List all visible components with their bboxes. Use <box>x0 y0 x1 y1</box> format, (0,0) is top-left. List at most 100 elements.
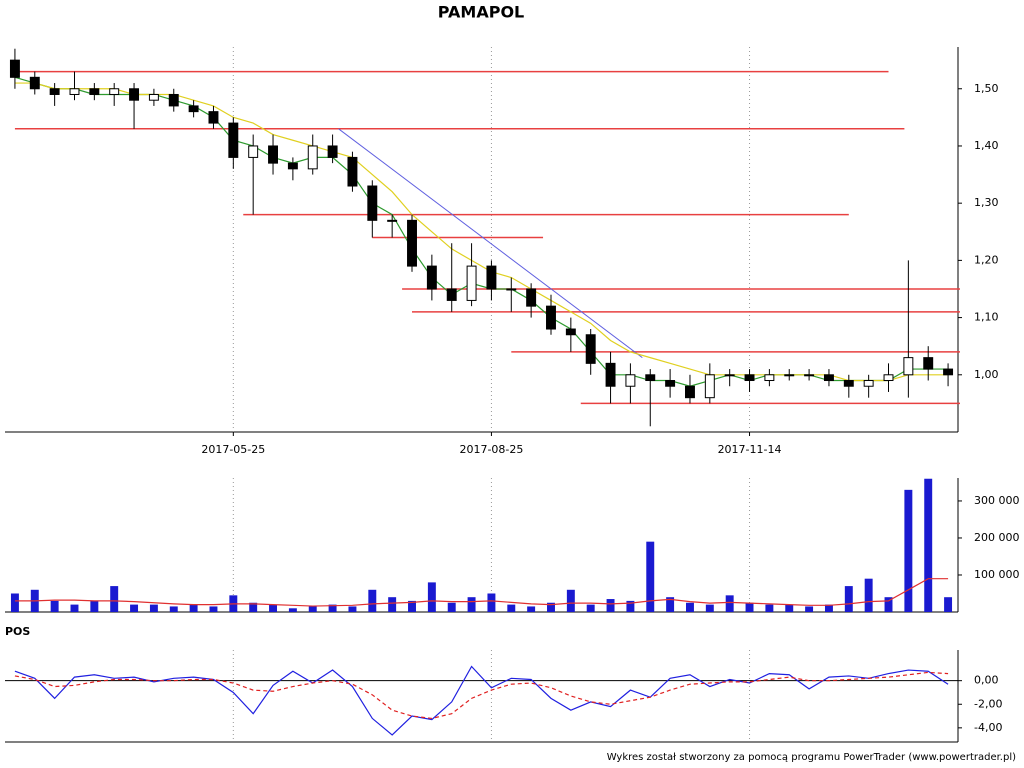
candle-body <box>724 374 735 377</box>
volume-bar <box>527 606 536 612</box>
volume-bar <box>70 604 79 612</box>
candle-body <box>29 76 40 90</box>
y-tick-label: 1,30 <box>974 196 999 209</box>
candle-body <box>744 374 755 382</box>
candle-body <box>804 374 815 377</box>
y-tick-label: 1,20 <box>974 253 999 266</box>
candle-body <box>49 88 60 95</box>
candle-body <box>863 380 874 387</box>
chart-title: PAMAPOL <box>438 3 524 22</box>
candle-body <box>704 374 715 399</box>
volume-bar <box>805 606 814 612</box>
candle-body <box>148 93 159 101</box>
candle-body <box>367 185 378 221</box>
volume-bar <box>884 597 893 612</box>
candle-body <box>903 357 914 376</box>
volume-bar <box>685 602 694 612</box>
volume-bar <box>844 586 853 612</box>
volume-bar <box>705 604 714 612</box>
candle-body <box>327 145 338 158</box>
candle-body <box>168 93 179 107</box>
indicator-line <box>14 665 949 736</box>
volume-bar <box>765 604 774 612</box>
candle-body <box>486 265 497 290</box>
volume-bar <box>427 582 436 612</box>
moving-average <box>14 76 949 387</box>
y-tick-label: -4,00 <box>974 721 1002 734</box>
candle-body <box>228 122 239 158</box>
x-tick-label: 2017-08-25 <box>459 443 523 456</box>
candle-body <box>823 374 834 382</box>
volume-bar <box>487 593 496 612</box>
y-tick-label: 300 000 <box>974 494 1020 507</box>
volume-bar <box>447 602 456 612</box>
candle-body <box>764 374 775 382</box>
candle-body <box>843 380 854 387</box>
volume-bar <box>328 604 337 612</box>
indicator-line <box>14 671 949 720</box>
volume-bar <box>666 597 675 612</box>
volume-bar <box>467 597 476 612</box>
candle-body <box>943 368 954 376</box>
candle-body <box>883 374 894 382</box>
candle-body <box>605 362 616 387</box>
candle-body <box>208 111 219 124</box>
candle-body <box>307 145 318 170</box>
volume-bar <box>90 600 99 612</box>
candle-body <box>685 385 695 399</box>
y-tick-label: 200 000 <box>974 531 1020 544</box>
candle-body <box>109 88 120 95</box>
candle-body <box>129 88 140 101</box>
y-tick-label: 0,00 <box>974 674 999 687</box>
volume-bar <box>646 541 655 612</box>
candle-body <box>466 265 477 301</box>
candle-body <box>645 374 656 382</box>
volume-bar <box>586 604 595 612</box>
candle-body <box>69 88 80 95</box>
volume-bar <box>169 606 178 612</box>
volume-bar <box>824 604 833 612</box>
x-tick-label: 2017-05-25 <box>201 443 265 456</box>
y-tick-label: 1,50 <box>974 82 999 95</box>
y-tick-label: 1,10 <box>974 311 999 324</box>
volume-bar <box>507 604 516 612</box>
volume-bar <box>110 586 119 612</box>
volume-bar <box>50 600 59 612</box>
volume-bar <box>130 604 139 612</box>
volume-bar <box>249 602 258 612</box>
volume-bar <box>149 604 158 612</box>
volume-bar <box>547 602 555 612</box>
candle-body <box>268 145 278 164</box>
trend-line <box>338 128 643 359</box>
volume-bar <box>725 595 734 612</box>
candle-body <box>665 380 676 387</box>
y-tick-label: 1,40 <box>974 139 999 152</box>
volume-bar <box>745 602 754 612</box>
volume-bar <box>924 478 933 612</box>
y-tick-label: 100 000 <box>974 568 1020 581</box>
candle-body <box>446 288 457 301</box>
candle-body <box>9 59 20 78</box>
candle-body <box>506 288 517 291</box>
volume-bar <box>308 606 317 612</box>
volume-bar <box>785 604 794 612</box>
volume-bar <box>189 604 198 612</box>
candle-body <box>426 265 437 290</box>
volume-average <box>14 578 949 607</box>
volume-bar <box>626 600 635 612</box>
candle-body <box>585 334 596 364</box>
candle-body <box>248 145 259 158</box>
volume-bar <box>269 604 278 612</box>
y-tick-label: 1,00 <box>974 368 999 381</box>
x-tick-label: 2017-11-14 <box>718 443 782 456</box>
volume-bar <box>606 599 615 612</box>
candle-body <box>923 357 934 370</box>
volume-bar <box>388 597 397 612</box>
candle-body <box>287 162 298 170</box>
volume-bar <box>408 600 416 612</box>
candle-body <box>89 88 100 95</box>
candle-body <box>347 156 358 187</box>
volume-bar <box>348 606 357 612</box>
y-tick-label: -2,00 <box>974 697 1002 710</box>
